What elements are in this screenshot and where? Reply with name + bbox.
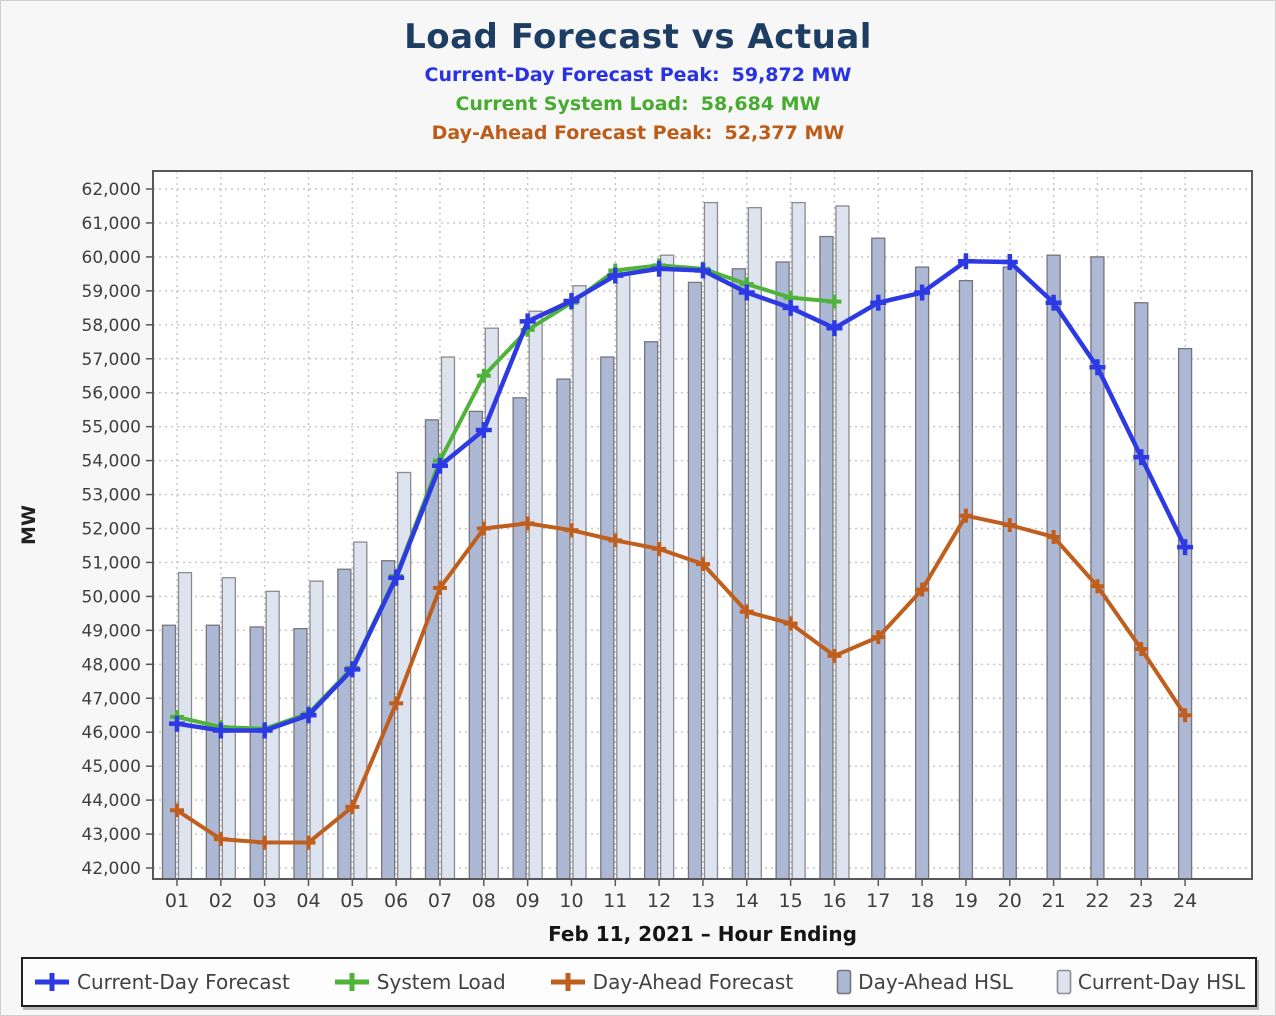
svg-text:47,000: 47,000 [82, 689, 141, 709]
svg-text:49,000: 49,000 [82, 621, 141, 641]
svg-text:45,000: 45,000 [82, 757, 141, 777]
svg-text:02: 02 [209, 890, 233, 912]
svg-text:13: 13 [691, 890, 715, 912]
legend-item-day-ahead-forecast: Day-Ahead Forecast [549, 970, 794, 994]
svg-text:51,000: 51,000 [82, 553, 141, 573]
svg-text:04: 04 [296, 890, 320, 912]
svg-text:09: 09 [516, 890, 540, 912]
svg-text:46,000: 46,000 [82, 723, 141, 743]
chart-legend: Current-Day Forecast System Load Day-Ahead… [21, 957, 1257, 1007]
svg-text:23: 23 [1129, 890, 1153, 912]
svg-text:18: 18 [910, 890, 934, 912]
line-plus-marker [35, 973, 69, 991]
line-plus-marker [334, 973, 369, 991]
svg-text:08: 08 [472, 890, 496, 912]
svg-text:42,000: 42,000 [82, 859, 141, 879]
legend-item-system-load: System Load [333, 970, 506, 994]
load-forecast-chart: 42,000 43,000 44,000 45,000 46,000 47,000 48,0… [18, 170, 1253, 946]
bar-marker [1056, 969, 1072, 995]
legend-label: Day-Ahead HSL [858, 970, 1013, 994]
page-title: Load Forecast vs Actual [404, 17, 872, 57]
svg-text:12: 12 [647, 890, 671, 912]
svg-text:21: 21 [1042, 890, 1066, 912]
chart-header: Load Forecast vs Actual Current-Day Fore… [1, 1, 1275, 144]
svg-text:57,000: 57,000 [82, 350, 141, 370]
svg-text:MW: MW [18, 505, 40, 545]
svg-text:14: 14 [735, 890, 759, 912]
svg-text:07: 07 [428, 890, 452, 912]
svg-text:43,000: 43,000 [82, 825, 141, 845]
svg-text:03: 03 [253, 890, 277, 912]
subtitle-current-day-forecast-peak: Current-Day Forecast Peak: 59,872 MW [1, 64, 1275, 86]
legend-label: Day-Ahead Forecast [592, 970, 794, 994]
svg-text:16: 16 [822, 890, 846, 912]
line-plus-marker [550, 973, 585, 991]
svg-text:58,000: 58,000 [82, 316, 141, 336]
svg-text:11: 11 [603, 890, 627, 912]
subtitle-value: 52,377 MW [724, 122, 845, 144]
svg-text:50,000: 50,000 [82, 587, 141, 607]
legend-item-current-day-hsl: Current-Day HSL [1056, 969, 1245, 995]
bar-marker [836, 969, 852, 995]
svg-text:01: 01 [165, 890, 189, 912]
subtitle-label: Day-Ahead Forecast Peak: [431, 122, 713, 144]
subtitle-value: 59,872 MW [731, 64, 852, 86]
subtitle-label: Current System Load: [455, 93, 689, 115]
svg-text:05: 05 [340, 890, 364, 912]
svg-text:59,000: 59,000 [82, 282, 141, 302]
svg-text:15: 15 [779, 890, 803, 912]
svg-text:48,000: 48,000 [82, 655, 141, 675]
svg-text:20: 20 [998, 890, 1022, 912]
subtitle-label: Current-Day Forecast Peak: [424, 64, 720, 86]
svg-text:54,000: 54,000 [82, 452, 141, 472]
svg-text:24: 24 [1173, 890, 1197, 912]
svg-text:10: 10 [559, 890, 583, 912]
legend-item-day-ahead-hsl: Day-Ahead HSL [836, 969, 1013, 995]
legend-label: Current-Day HSL [1077, 970, 1245, 994]
svg-text:53,000: 53,000 [82, 486, 141, 506]
svg-text:52,000: 52,000 [82, 520, 141, 540]
svg-text:56,000: 56,000 [82, 384, 141, 404]
svg-text:62,000: 62,000 [82, 180, 141, 200]
svg-text:44,000: 44,000 [82, 791, 141, 811]
legend-item-current-day-forecast: Current-Day Forecast [33, 970, 290, 994]
subtitle-day-ahead-forecast-peak: Day-Ahead Forecast Peak: 52,377 MW [1, 122, 1275, 144]
svg-text:55,000: 55,000 [82, 418, 141, 438]
svg-text:19: 19 [954, 890, 978, 912]
legend-label: Current-Day Forecast [77, 970, 290, 994]
svg-text:Feb 11, 2021 – Hour Ending: Feb 11, 2021 – Hour Ending [548, 922, 857, 946]
svg-text:06: 06 [384, 890, 408, 912]
subtitle-current-system-load: Current System Load: 58,684 MW [1, 93, 1275, 115]
svg-text:61,000: 61,000 [82, 214, 141, 234]
svg-text:17: 17 [866, 890, 890, 912]
legend-label: System Load [376, 970, 506, 994]
svg-text:22: 22 [1085, 890, 1109, 912]
subtitle-value: 58,684 MW [700, 93, 821, 115]
svg-text:60,000: 60,000 [82, 248, 141, 268]
